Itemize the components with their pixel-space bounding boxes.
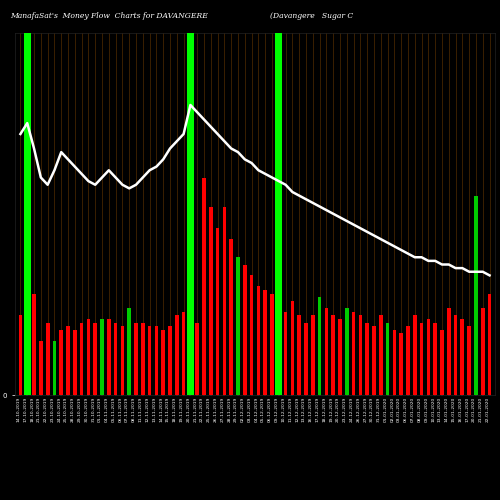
Bar — [366, 322, 369, 395]
Bar — [120, 326, 124, 395]
Bar — [162, 330, 165, 395]
Bar — [107, 319, 110, 395]
Bar — [182, 312, 186, 395]
Bar — [447, 308, 450, 395]
Bar — [134, 322, 138, 395]
Bar — [175, 316, 178, 395]
Bar — [379, 316, 382, 395]
Bar — [80, 322, 84, 395]
Bar — [276, 32, 282, 395]
Bar — [345, 308, 348, 395]
Bar — [481, 308, 484, 395]
Bar — [154, 326, 158, 395]
Bar — [474, 196, 478, 395]
Bar — [216, 228, 220, 395]
Bar — [264, 290, 267, 395]
Bar — [426, 319, 430, 395]
Bar — [454, 316, 458, 395]
Bar — [18, 316, 22, 395]
Bar — [187, 32, 194, 395]
Bar — [298, 316, 301, 395]
Bar — [250, 276, 254, 395]
Bar — [460, 319, 464, 395]
Bar — [94, 322, 97, 395]
Bar — [230, 239, 233, 395]
Bar — [141, 322, 144, 395]
Bar — [39, 340, 42, 395]
Bar — [32, 294, 36, 395]
Bar — [46, 322, 50, 395]
Text: (Davangere   Sugar C: (Davangere Sugar C — [270, 12, 353, 20]
Bar — [270, 294, 274, 395]
Bar — [73, 330, 76, 395]
Text: ManafaSat's  Money Flow  Charts for DAVANGERE: ManafaSat's Money Flow Charts for DAVANG… — [10, 12, 208, 20]
Bar — [304, 322, 308, 395]
Bar — [372, 326, 376, 395]
Bar — [338, 319, 342, 395]
Bar — [209, 206, 212, 395]
Bar — [332, 316, 335, 395]
Bar — [290, 300, 294, 395]
Bar — [168, 326, 172, 395]
Bar — [324, 308, 328, 395]
Bar — [488, 294, 492, 395]
Bar — [468, 326, 471, 395]
Bar — [202, 178, 206, 395]
Bar — [196, 322, 199, 395]
Bar — [86, 319, 90, 395]
Bar — [400, 334, 403, 395]
Bar — [284, 312, 288, 395]
Bar — [256, 286, 260, 395]
Bar — [311, 316, 314, 395]
Bar — [236, 257, 240, 395]
Bar — [100, 319, 104, 395]
Bar — [52, 340, 56, 395]
Bar — [420, 322, 424, 395]
Bar — [128, 308, 131, 395]
Bar — [440, 330, 444, 395]
Bar — [148, 326, 152, 395]
Bar — [392, 330, 396, 395]
Bar — [358, 316, 362, 395]
Bar — [114, 322, 117, 395]
Bar — [60, 330, 63, 395]
Bar — [434, 322, 437, 395]
Bar — [243, 264, 246, 395]
Bar — [24, 32, 30, 395]
Bar — [413, 316, 416, 395]
Bar — [352, 312, 356, 395]
Bar — [318, 297, 322, 395]
Bar — [406, 326, 410, 395]
Bar — [386, 322, 390, 395]
Bar — [222, 206, 226, 395]
Bar — [66, 326, 70, 395]
